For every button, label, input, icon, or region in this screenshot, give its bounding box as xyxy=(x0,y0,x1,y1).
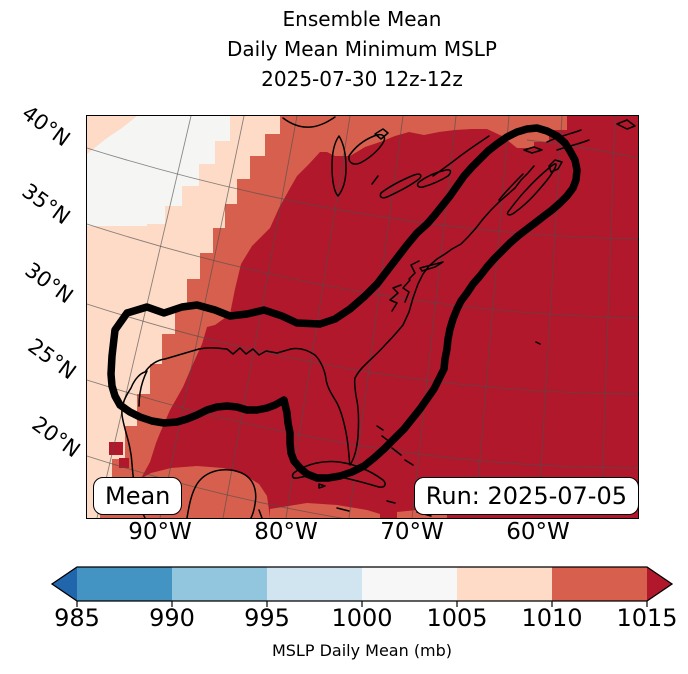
colorbar-segments xyxy=(77,567,647,601)
x-tick-label: 80°W xyxy=(254,519,318,545)
run-label-box: Run: 2025-07-05 xyxy=(413,477,639,515)
y-tick-label: 40°N xyxy=(17,100,75,152)
colorbar-segment xyxy=(77,567,172,601)
x-tick-label: 90°W xyxy=(128,519,192,545)
colorbar-tick-label: 1000 xyxy=(331,604,393,632)
colorbar-tick-label: 1010 xyxy=(521,604,583,632)
y-tick-label: 35°N xyxy=(17,178,75,230)
title-line-1: Ensemble Mean xyxy=(282,7,442,31)
map-plot-area: Mean Run: 2025-07-05 xyxy=(86,115,639,519)
colorbar xyxy=(50,566,674,607)
coastlines xyxy=(121,116,636,518)
title-line-3: 2025-07-30 12z-12z xyxy=(261,67,463,91)
colorbar-tick-label: 1005 xyxy=(426,604,488,632)
colorbar-tick-label: 1015 xyxy=(616,604,678,632)
colorbar-segment xyxy=(362,567,457,601)
colorbar-tick-marks xyxy=(76,601,648,607)
highlight-contour xyxy=(107,124,581,482)
colorbar-segment xyxy=(457,567,552,601)
mean-label-box: Mean xyxy=(93,477,183,515)
y-tick-label: 30°N xyxy=(20,257,78,309)
chart-title: Ensemble Mean Daily Mean Minimum MSLP 20… xyxy=(36,4,688,94)
colorbar-segment xyxy=(267,567,362,601)
title-line-2: Daily Mean Minimum MSLP xyxy=(226,37,497,61)
x-tick-label: 60°W xyxy=(506,519,570,545)
gridlines xyxy=(87,116,638,518)
map-canvas xyxy=(87,116,638,518)
x-tick-label: 70°W xyxy=(380,519,444,545)
colorbar-segment xyxy=(552,567,647,601)
colorbar-tick-label: 985 xyxy=(54,604,100,632)
y-tick-label: 25°N xyxy=(23,333,81,385)
colorbar-tick-label: 990 xyxy=(149,604,195,632)
colorbar-segment xyxy=(172,567,267,601)
colorbar-under-arrow xyxy=(52,567,77,601)
pressure-field xyxy=(87,116,638,518)
colorbar-over-arrow xyxy=(647,567,672,601)
colorbar-axis-label: MSLP Daily Mean (mb) xyxy=(271,641,453,660)
y-tick-label: 20°N xyxy=(27,411,85,463)
colorbar-tick-label: 995 xyxy=(244,604,290,632)
